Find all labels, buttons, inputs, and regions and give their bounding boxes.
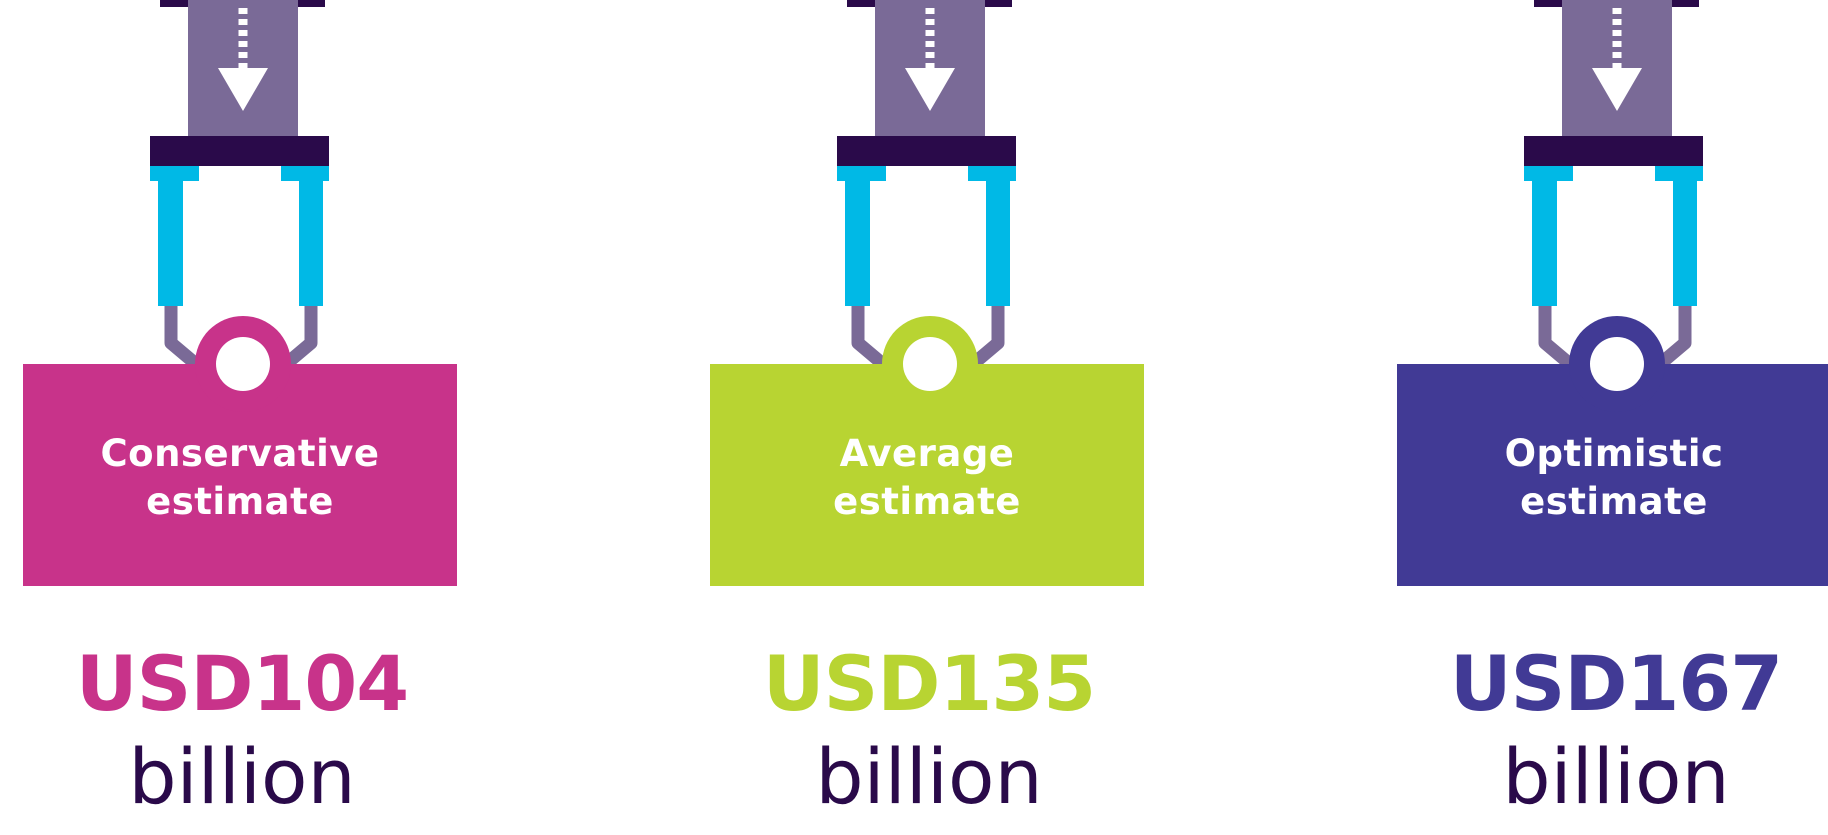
claw-finger-left (164, 306, 208, 375)
estimate-box-handle-hole (216, 337, 270, 391)
estimate-amount: USD167 (1449, 639, 1783, 728)
estimate-amount: USD135 (762, 639, 1096, 728)
estimate-label-line1: Optimistic (1504, 432, 1724, 475)
estimate-label-line2: estimate (1520, 480, 1708, 523)
claw-finger-left (1538, 306, 1582, 375)
claw-machine-icon (23, 0, 457, 586)
claw-crossbar (837, 136, 1016, 166)
claw-arm-left (1532, 176, 1557, 306)
claw-arm-left (158, 176, 183, 306)
estimate-label: Average estimate (710, 430, 1144, 526)
estimate-amount: USD104 (75, 639, 409, 728)
down-arrow-icon (905, 8, 955, 111)
estimate-label-line1: Conservative (100, 432, 380, 475)
claw-arm-right (1673, 176, 1697, 306)
estimate-unit: billion (815, 732, 1043, 821)
estimate-panel-optimistic: Optimistic estimate USD167 billion (1374, 0, 1828, 835)
estimate-box-handle-hole (1590, 337, 1644, 391)
claw-crossbar (1524, 136, 1703, 166)
estimate-label-line2: estimate (146, 480, 334, 523)
estimate-label: Optimistic estimate (1397, 430, 1828, 526)
estimate-panel-average: Average estimate USD135 billion (687, 0, 1377, 835)
estimate-box-handle-hole (903, 337, 957, 391)
claw-machine-icon (1397, 0, 1828, 586)
claw-machine-icon (710, 0, 1144, 586)
estimate-label: Conservative estimate (23, 430, 457, 526)
claw-finger-left (851, 306, 895, 375)
estimate-label-line2: estimate (833, 480, 1021, 523)
estimate-unit: billion (128, 732, 356, 821)
estimate-label-line1: Average (839, 432, 1015, 475)
estimate-panel-conservative: Conservative estimate USD104 billion (0, 0, 690, 835)
down-arrow-icon (218, 8, 268, 111)
estimate-unit: billion (1502, 732, 1730, 821)
claw-arm-right (299, 176, 323, 306)
claw-arm-right (986, 176, 1010, 306)
claw-arm-left (845, 176, 870, 306)
claw-crossbar (150, 136, 329, 166)
down-arrow-icon (1592, 8, 1642, 111)
